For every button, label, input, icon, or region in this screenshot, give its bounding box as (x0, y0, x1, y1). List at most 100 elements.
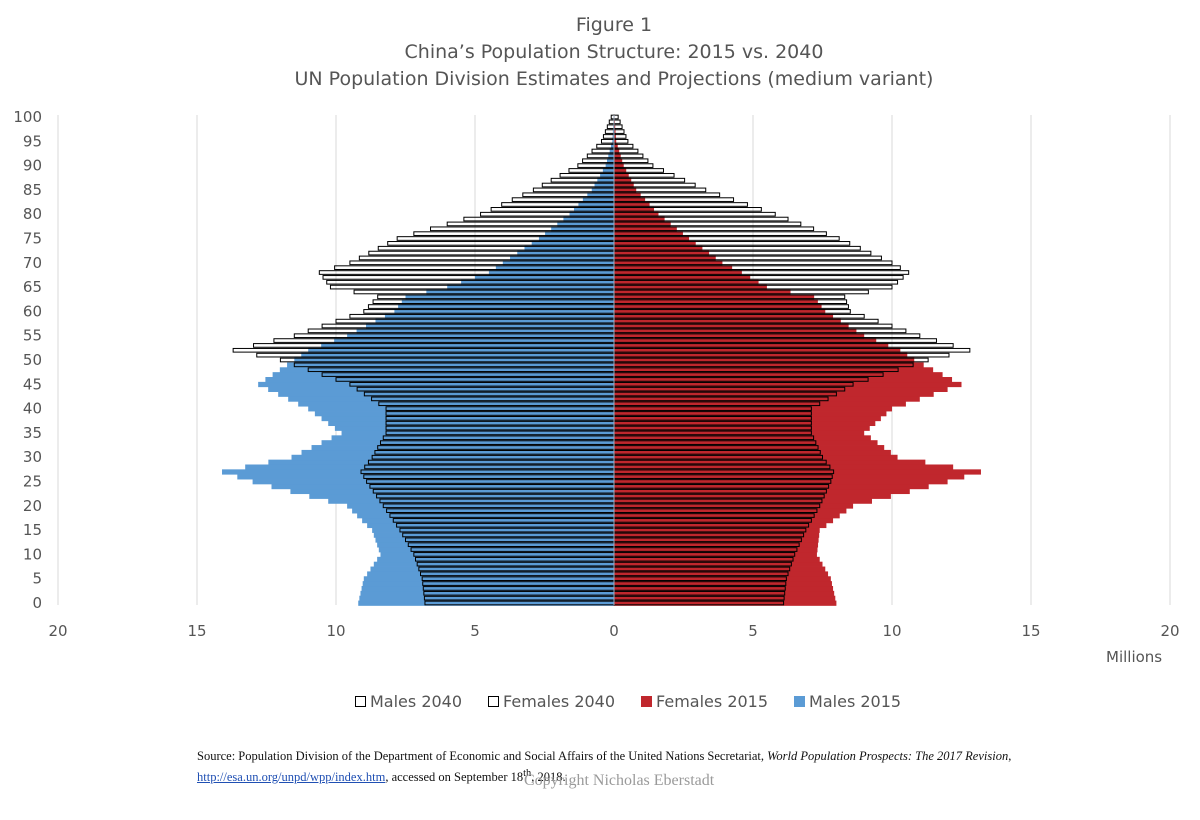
bar-males-2015 (373, 561, 614, 567)
y-tick-label: 50 (23, 351, 42, 369)
legend: Males 2040 Females 2040 Females 2015 Mal… (355, 692, 901, 711)
bar-males-2015 (447, 284, 614, 290)
bar-females-2015 (614, 338, 877, 344)
bar-males-2015 (357, 513, 614, 519)
bar-females-2015 (614, 255, 716, 261)
bar-females-2015 (614, 323, 849, 329)
copyright-watermark: Copyright Nicholas Eberstadt (524, 772, 715, 789)
bar-females-2015 (614, 556, 820, 563)
bar-males-2015 (362, 517, 614, 524)
bar-males-2015 (321, 440, 614, 446)
bar-females-2015 (614, 585, 834, 592)
bar-females-2015 (614, 581, 832, 587)
bar-females-2015 (614, 226, 677, 232)
bar-females-2015 (614, 532, 820, 538)
bar-males-2015 (334, 338, 614, 344)
bar-females-2015 (614, 440, 878, 446)
y-tick-label: 60 (23, 302, 42, 320)
bar-males-2015 (600, 172, 614, 179)
bar-females-2015 (614, 328, 857, 334)
bar-females-2015 (614, 503, 854, 509)
bar-males-2015 (363, 576, 614, 582)
bar-males-2015 (488, 270, 614, 276)
bar-females-2015 (614, 469, 981, 475)
bar-males-2015 (377, 556, 614, 563)
bar-females-2015 (614, 498, 872, 504)
bar-females-2015 (614, 308, 826, 315)
bar-females-2015 (614, 551, 817, 558)
legend-item-females-2040: Females 2040 (488, 692, 615, 711)
bar-males-2015 (237, 474, 614, 480)
bar-females-2015 (614, 381, 962, 388)
y-tick-label: 35 (23, 424, 42, 442)
bar-males-2015 (301, 449, 614, 456)
bar-males-2040 (608, 119, 615, 125)
y-tick-label: 80 (23, 205, 42, 223)
bar-males-2015 (591, 187, 614, 193)
bar-males-2015 (377, 542, 614, 548)
bar-males-2015 (291, 454, 614, 461)
bar-males-2015 (606, 158, 614, 164)
bar-males-2015 (612, 129, 614, 135)
bar-females-2015 (614, 483, 929, 490)
bar-males-2040 (602, 134, 615, 139)
bar-males-2015 (578, 202, 614, 208)
bar-females-2015 (614, 352, 908, 358)
bar-females-2040 (613, 114, 619, 120)
source-link[interactable]: http://esa.un.org/unpd/wpp/index.htm (197, 770, 386, 785)
x-tick-label: 15 (1021, 622, 1040, 640)
bar-females-2015 (614, 187, 637, 193)
bar-females-2015 (614, 250, 710, 256)
source-accessed: , accessed on September 18 (385, 770, 524, 785)
bar-males-2015 (605, 163, 614, 169)
chart-title: China’s Population Structure: 2015 vs. 2… (404, 41, 824, 63)
bar-females-2015 (614, 517, 834, 524)
bar-females-2015 (614, 386, 948, 392)
bar-males-2015 (401, 299, 614, 305)
bar-males-2015 (375, 537, 614, 543)
y-tick-label: 100 (13, 108, 42, 126)
bar-females-2015 (614, 537, 819, 543)
legend-item-females-2015: Females 2015 (641, 692, 768, 711)
bar-males-2015 (334, 425, 614, 431)
legend-swatch-females-2015 (641, 696, 653, 707)
bar-females-2015 (614, 488, 910, 495)
y-tick-label: 90 (23, 157, 42, 175)
bar-males-2015 (531, 240, 614, 247)
x-axis-unit-label: Millions (1106, 648, 1163, 666)
bar-males-2015 (510, 255, 614, 261)
bar-males-2015 (538, 236, 614, 242)
bar-males-2015 (288, 396, 614, 402)
source-publication: World Population Prospects: The 2017 Rev… (767, 749, 1009, 763)
bar-males-2015 (495, 265, 614, 271)
bar-females-2015 (614, 318, 841, 324)
bar-males-2015 (298, 401, 614, 407)
bar-females-2015 (614, 138, 617, 145)
bar-males-2015 (278, 391, 614, 397)
bar-females-2015 (614, 143, 618, 149)
bar-males-2015 (475, 274, 614, 281)
bar-females-2015 (614, 274, 751, 281)
bar-males-2015 (321, 342, 614, 349)
bar-females-2015 (614, 547, 818, 553)
bar-males-2015 (268, 386, 614, 392)
bar-males-2015 (356, 328, 614, 334)
bar-males-2015 (367, 522, 614, 529)
bar-males-2015 (222, 469, 614, 475)
bar-males-2015 (569, 211, 614, 218)
bar-males-2015 (582, 197, 614, 203)
bar-males-2015 (308, 406, 614, 412)
source-prefix: Source: Population Division of the Depar… (197, 749, 764, 763)
y-tick-label: 95 (23, 132, 42, 150)
bar-males-2015 (612, 134, 614, 140)
bar-females-2015 (614, 299, 818, 305)
bar-males-2015 (341, 430, 614, 436)
bar-females-2015 (614, 177, 632, 184)
bar-females-2015 (614, 396, 920, 402)
bar-males-2015 (309, 493, 614, 499)
bar-males-2015 (347, 503, 614, 509)
bar-females-2015 (614, 270, 742, 276)
legend-swatch-males-2040 (355, 696, 366, 707)
bar-females-2015 (614, 595, 836, 601)
bar-females-2015 (614, 245, 703, 252)
